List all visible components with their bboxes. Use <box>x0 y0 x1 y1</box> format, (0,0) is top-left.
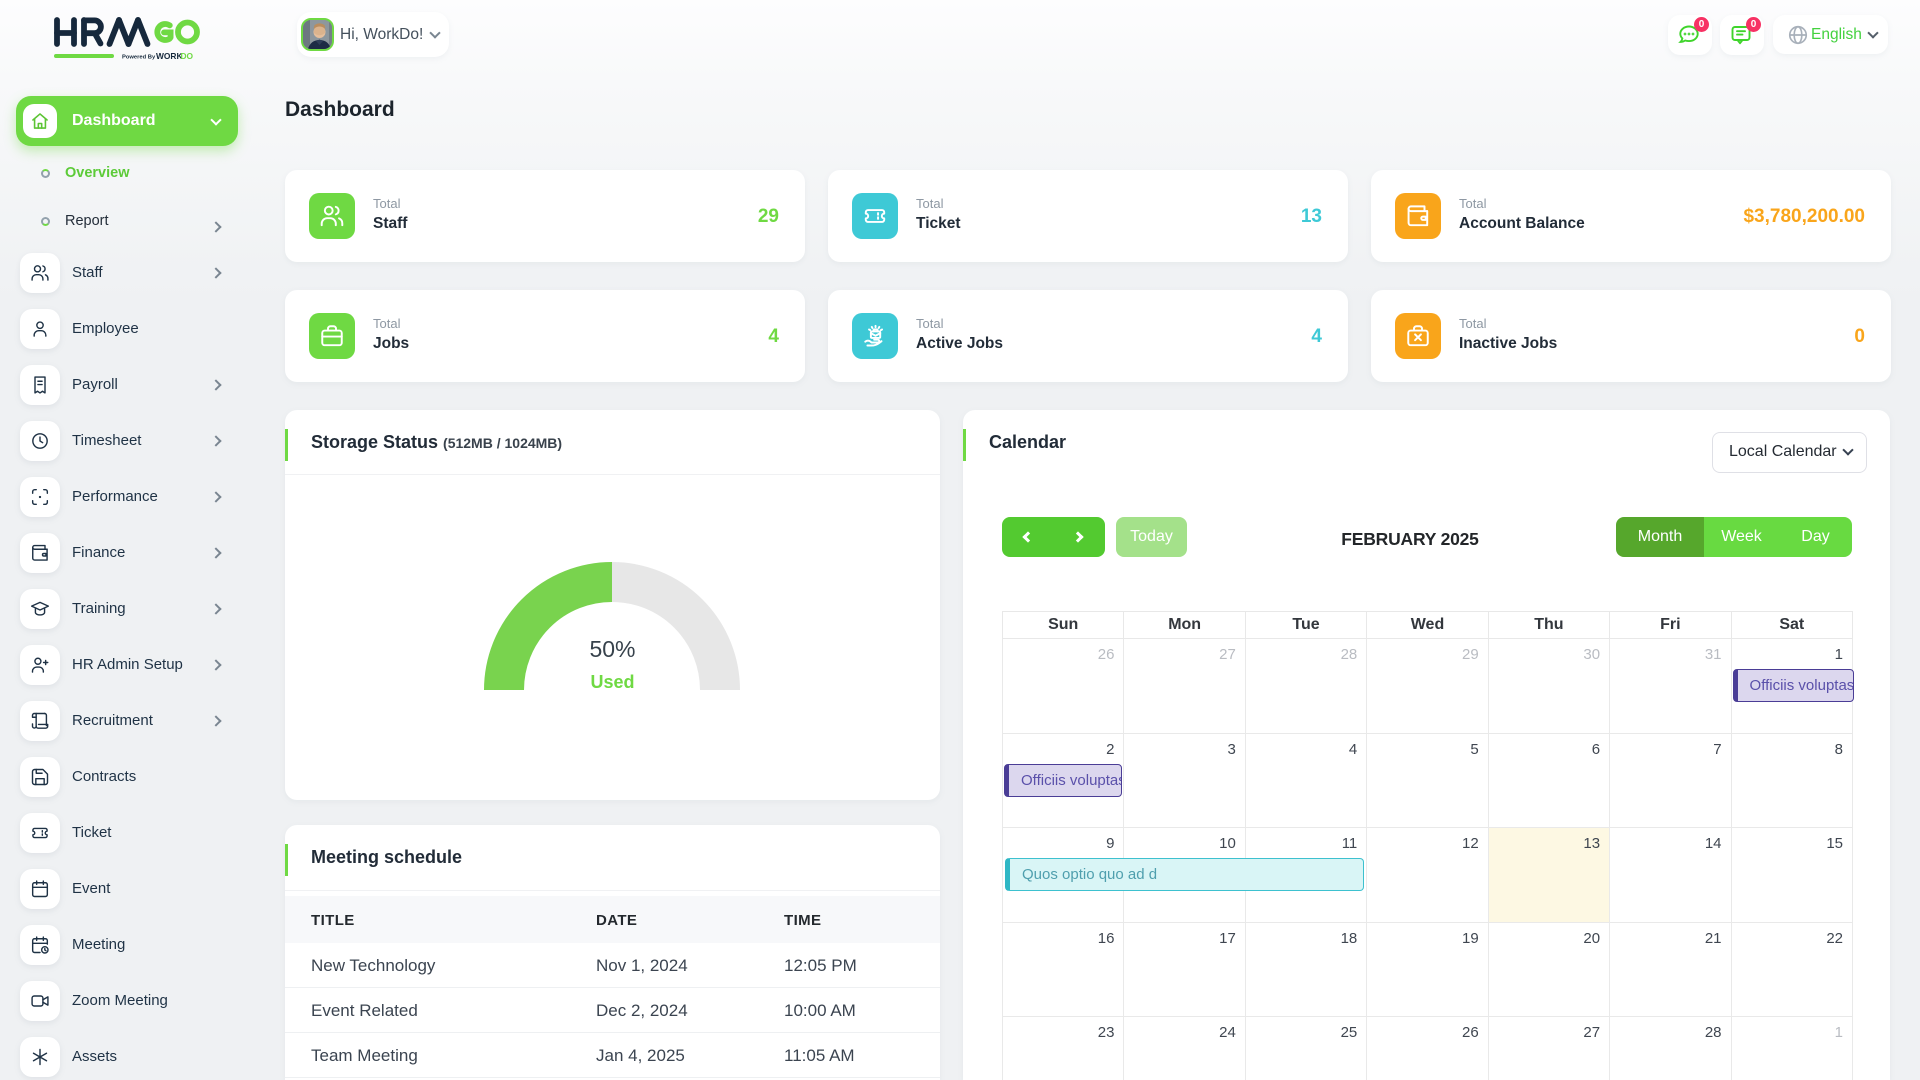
svg-text:DO: DO <box>181 51 194 61</box>
svg-text:Powered By: Powered By <box>122 55 156 61</box>
svg-text:WORK: WORK <box>156 51 183 61</box>
